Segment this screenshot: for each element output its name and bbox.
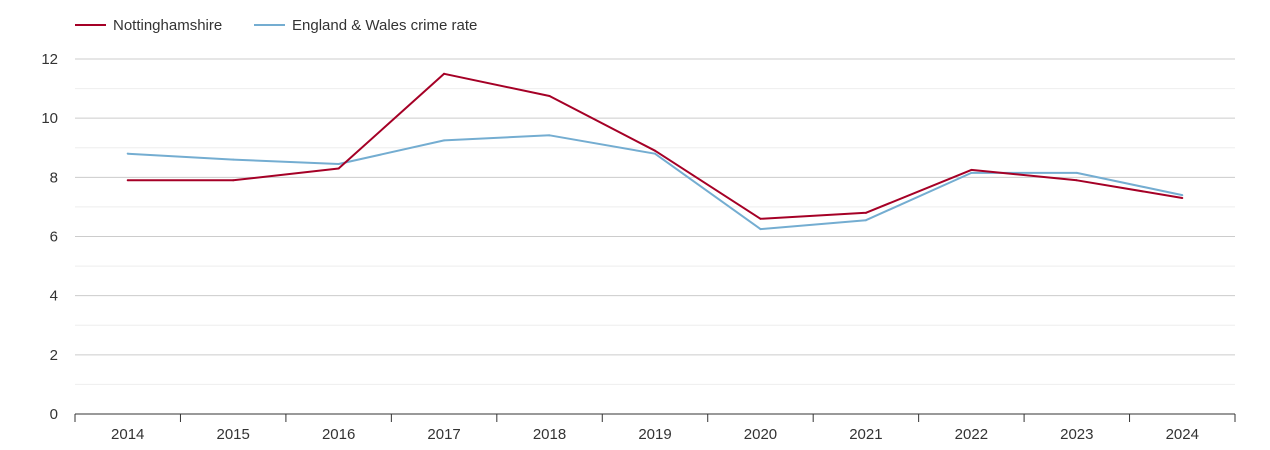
data-point [970, 171, 973, 174]
data-point [970, 168, 973, 171]
x-tick-label: 2022 [955, 426, 988, 443]
data-point [126, 152, 129, 155]
y-tick-label: 8 [50, 169, 58, 186]
data-point [1181, 197, 1184, 200]
series-line-england-wales-crime-rate [127, 134, 1183, 231]
x-tick-label: 2015 [216, 426, 249, 443]
legend-label-nottinghamshire: Nottinghamshire [113, 17, 222, 34]
data-point [864, 211, 867, 214]
data-point [337, 167, 340, 170]
x-tick-label: 2021 [849, 426, 882, 443]
data-point [654, 149, 656, 152]
data-point [1075, 179, 1078, 182]
legend: Nottinghamshire England & Wales crime ra… [75, 17, 477, 34]
data-point [1181, 194, 1184, 197]
x-tick-label: 2019 [638, 426, 671, 443]
axes: 0 2 4 6 8 10 12 2014 2015 2016 2017 2018 2019 2020 202… [41, 51, 1236, 443]
y-tick-label: 10 [41, 110, 58, 127]
x-tick-label: 2018 [533, 426, 566, 443]
y-tick-label: 2 [50, 347, 58, 364]
data-point [443, 72, 446, 75]
data-point [1075, 171, 1078, 174]
y-tick-label: 0 [50, 406, 58, 423]
data-point [548, 134, 551, 137]
data-point [654, 152, 656, 155]
data-point [337, 163, 340, 166]
data-point [759, 217, 762, 220]
data-point [126, 179, 129, 182]
data-point [864, 219, 867, 222]
x-tick-label: 2014 [111, 426, 144, 443]
data-point [232, 179, 235, 182]
x-tick-label: 2023 [1060, 426, 1093, 443]
series-layer [126, 72, 1184, 231]
x-tick-label: 2017 [427, 426, 460, 443]
x-tick-label: 2020 [744, 426, 777, 443]
y-tick-label: 6 [50, 229, 58, 246]
data-point [443, 139, 446, 142]
series-line-nottinghamshire [127, 72, 1183, 220]
data-point [232, 158, 235, 161]
y-tick-label: 12 [41, 51, 58, 68]
data-point [548, 94, 551, 97]
x-tick-label: 2016 [322, 426, 355, 443]
y-tick-label: 4 [50, 288, 58, 305]
legend-label-england-wales: England & Wales crime rate [292, 17, 477, 34]
x-tick-label: 2024 [1166, 426, 1199, 443]
data-point [759, 228, 762, 231]
gridlines [75, 58, 1235, 385]
